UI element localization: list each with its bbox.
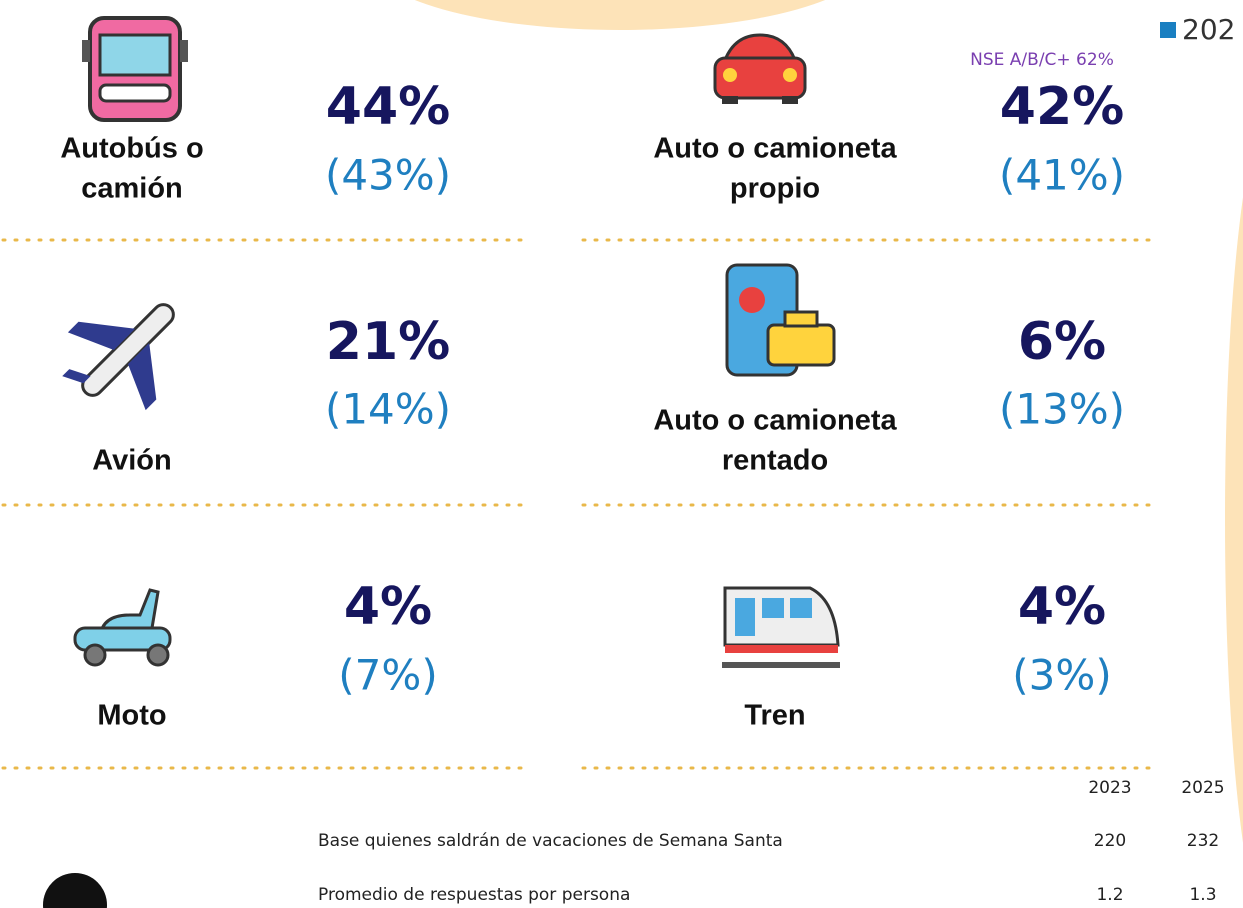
item-label: Auto o camioneta [653, 405, 897, 437]
table-cell: 232 [1187, 831, 1219, 851]
item-value: 4% [1018, 577, 1106, 637]
item-label: Moto [97, 700, 166, 732]
item-label: Auto o camioneta [653, 133, 897, 165]
item-previous: (7%) [338, 651, 437, 700]
item-value: 44% [326, 77, 450, 137]
bus-icon [82, 18, 188, 120]
item-label: rentado [722, 445, 828, 477]
item-label: Autobús o [60, 133, 203, 165]
page: 202 Autobús ocamión44 [0, 0, 1243, 908]
item-label: camión [81, 173, 183, 205]
infographic: 202 Autobús ocamión44 [0, 0, 1243, 908]
item-previous: (3%) [1012, 651, 1111, 700]
item-previous: (43%) [325, 151, 451, 200]
item-label: propio [730, 173, 820, 205]
item-value: 6% [1018, 312, 1106, 372]
table-label: Promedio de respuestas por persona [318, 885, 630, 905]
item-value: 42% [1000, 77, 1124, 137]
item-previous: (13%) [999, 385, 1125, 434]
item-label: Avión [92, 445, 171, 477]
table-cell: 220 [1094, 831, 1126, 851]
car-icon [715, 35, 805, 104]
decor-circle [43, 873, 107, 908]
item-previous: (41%) [999, 151, 1125, 200]
table-header: 2025 [1181, 778, 1224, 798]
train-icon [722, 588, 840, 668]
table-label: Base quienes saldrán de vacaciones de Se… [318, 831, 783, 851]
item-previous: (14%) [325, 385, 451, 434]
table-cell: 1.2 [1096, 885, 1123, 905]
decor-top [370, 0, 870, 30]
item-label: Tren [744, 700, 805, 732]
legend-label: 202 [1182, 13, 1235, 46]
decor-right [1225, 100, 1243, 908]
table-cell: 1.3 [1189, 885, 1216, 905]
rental-icon [727, 265, 834, 375]
item-value: 21% [326, 312, 450, 372]
moto-icon [75, 590, 170, 665]
legend-swatch [1160, 22, 1176, 38]
item-value: 4% [344, 577, 432, 637]
table-header: 2023 [1088, 778, 1131, 798]
plane-icon [43, 269, 209, 435]
item-note: NSE A/B/C+ 62% [970, 50, 1114, 70]
